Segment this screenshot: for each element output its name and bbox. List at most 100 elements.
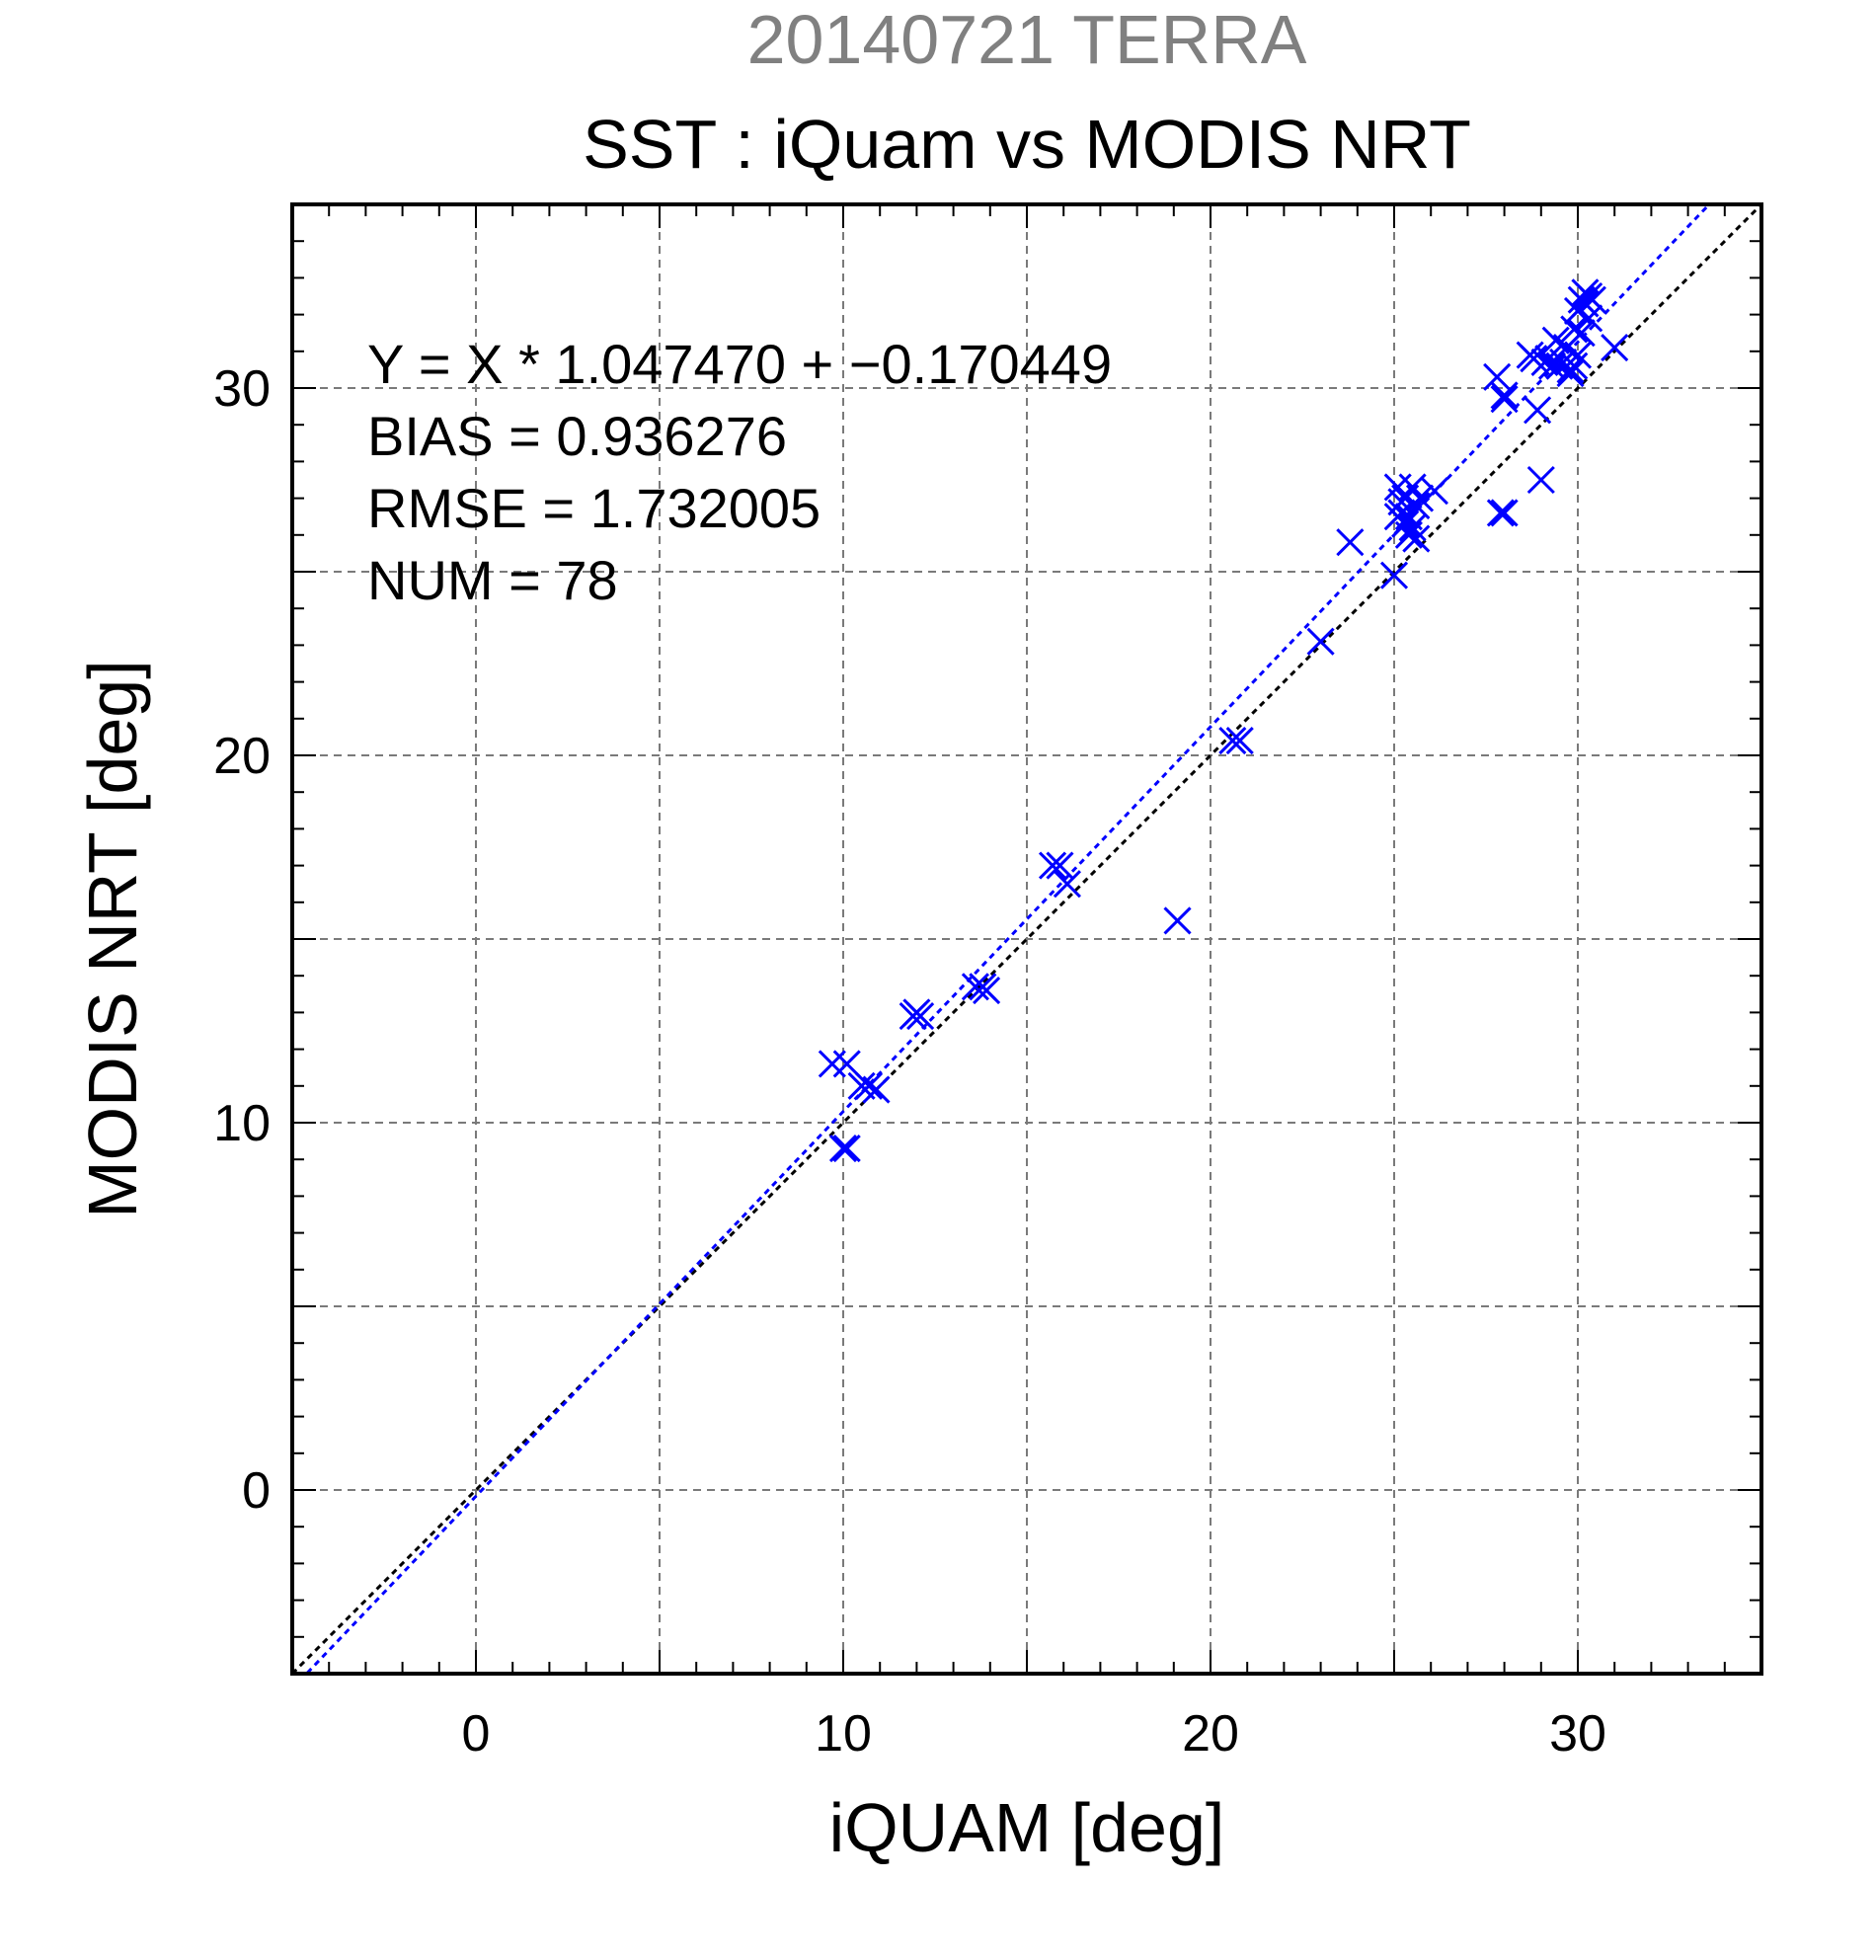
data-point-stroke	[1571, 289, 1600, 318]
data-point	[862, 1075, 891, 1104]
data-point-stroke	[1526, 465, 1555, 495]
data-point-stroke	[1537, 352, 1567, 380]
data-point	[818, 1050, 846, 1078]
y-tick-label: 10	[213, 1095, 271, 1152]
data-point	[1387, 499, 1416, 527]
data-point	[961, 973, 989, 1001]
data-point	[1578, 285, 1606, 314]
x-axis-label: iQUAM [deg]	[829, 1789, 1225, 1866]
data-point	[1560, 315, 1589, 344]
data-point-stroke	[1534, 345, 1563, 373]
data-point-stroke	[1490, 499, 1519, 527]
x-tick-label: 20	[1182, 1705, 1239, 1763]
identity-line	[292, 204, 1761, 1674]
y-axis-label: MODIS NRT [deg]	[74, 660, 151, 1217]
x-tick-label: 10	[815, 1705, 872, 1763]
data-point-stroke	[961, 973, 989, 1001]
stats-annotation-line: NUM = 78	[367, 549, 618, 611]
stats-annotation-line: BIAS = 0.936276	[367, 405, 787, 467]
data-point	[1483, 362, 1512, 391]
data-point	[1379, 561, 1409, 589]
data-point	[1486, 499, 1515, 527]
data-point-stroke	[1601, 334, 1629, 362]
data-point-stroke	[1490, 385, 1519, 414]
data-point-stroke	[1575, 304, 1603, 333]
data-point-stroke	[1218, 727, 1247, 755]
grid-lines	[292, 204, 1761, 1674]
data-point-stroke	[1038, 851, 1067, 880]
data-point	[1537, 352, 1567, 380]
data-point-stroke	[1402, 524, 1431, 553]
data-point-stroke	[973, 977, 1001, 1005]
data-point-stroke	[1306, 627, 1335, 656]
data-point-stroke	[1046, 851, 1074, 880]
data-point-stroke	[1383, 473, 1412, 502]
data-point-stroke	[1560, 352, 1589, 380]
data-point	[1053, 870, 1081, 899]
x-tick-label: 0	[462, 1705, 491, 1763]
data-point-stroke	[862, 1075, 891, 1104]
data-point-stroke	[818, 1050, 846, 1078]
data-point-stroke	[828, 1134, 858, 1163]
data-point-stroke	[1524, 396, 1552, 425]
chart-supertitle: 20140721 TERRA	[747, 1, 1307, 78]
data-point	[832, 1134, 861, 1163]
data-point	[1402, 524, 1431, 553]
y-tick-label: 0	[242, 1462, 271, 1520]
data-point	[1601, 334, 1629, 362]
data-point	[1038, 851, 1067, 880]
data-point	[1306, 627, 1335, 656]
x-tick-label: 30	[1549, 1705, 1606, 1763]
data-point	[1526, 465, 1555, 495]
y-tick-label: 30	[213, 360, 271, 418]
y-tick-label: 20	[213, 728, 271, 785]
data-point	[832, 1050, 861, 1078]
data-point-stroke	[1486, 499, 1515, 527]
data-point-stroke	[832, 1134, 861, 1163]
data-point-stroke	[832, 1050, 861, 1078]
tick-labels: 0 10 20 30 0 10 20 30	[213, 360, 1606, 1763]
data-point-stroke	[1225, 727, 1254, 755]
data-point-stroke	[1567, 319, 1596, 348]
stats-annotation-line: RMSE = 1.732005	[367, 477, 821, 539]
data-point	[1524, 396, 1552, 425]
data-point-stroke	[1563, 341, 1593, 369]
data-point	[1218, 727, 1247, 755]
data-point-stroke	[1541, 326, 1570, 354]
data-point	[906, 1002, 935, 1031]
stats-annotation-line: Y = X * 1.047470 + −0.170449	[367, 333, 1112, 395]
plot-frame	[290, 202, 1763, 1676]
data-point-stroke	[1556, 359, 1585, 388]
data-point	[1405, 484, 1435, 512]
data-point	[1225, 727, 1254, 755]
data-point	[1567, 319, 1596, 348]
data-point-stroke	[1391, 510, 1420, 538]
data-point	[828, 1134, 858, 1163]
data-point	[1420, 477, 1448, 506]
data-points	[818, 278, 1629, 1163]
data-point-stroke	[1405, 484, 1435, 512]
stats-annotations: Y = X * 1.047470 + −0.170449 BIAS = 0.936…	[367, 333, 1112, 611]
data-point-stroke	[1336, 528, 1365, 557]
data-point	[1402, 491, 1431, 520]
data-point-stroke	[1490, 381, 1519, 410]
data-point-stroke	[854, 1071, 884, 1100]
data-point-stroke	[1053, 870, 1081, 899]
data-point-stroke	[1163, 906, 1192, 935]
data-point-stroke	[1402, 491, 1431, 520]
data-point	[1046, 851, 1074, 880]
data-point-stroke	[1420, 477, 1448, 506]
data-point	[1560, 352, 1589, 380]
data-point	[1391, 510, 1420, 538]
data-point	[1490, 499, 1519, 527]
data-point-stroke	[1387, 499, 1416, 527]
data-point	[1398, 513, 1427, 542]
data-point	[1490, 385, 1519, 414]
data-point-stroke	[1560, 315, 1589, 344]
data-point	[1336, 528, 1365, 557]
data-point	[1563, 341, 1593, 369]
data-point	[854, 1071, 884, 1100]
